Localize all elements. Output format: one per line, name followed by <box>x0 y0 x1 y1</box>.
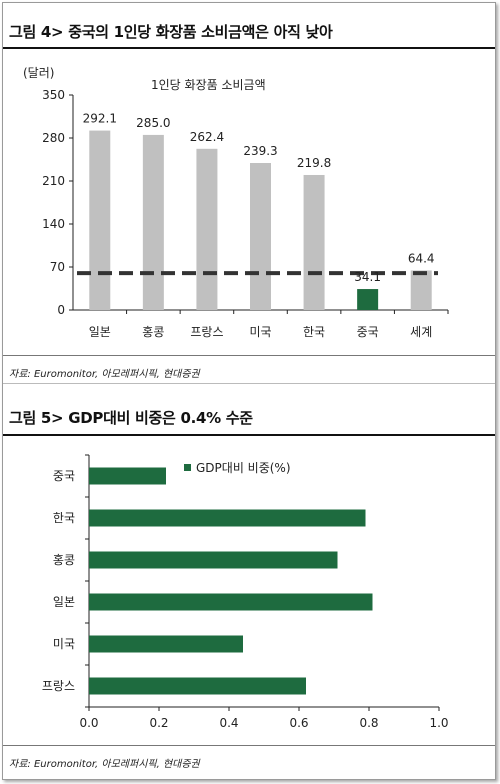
figure4-title-rule <box>3 47 495 49</box>
figure4-category-label: 미국 <box>249 325 271 339</box>
figure5-x-tick-label: 0.4 <box>219 716 238 730</box>
figure5-category-label: 홍콩 <box>53 553 75 567</box>
figure4-y-tick-label: 350 <box>42 88 65 102</box>
figure4-bar-5 <box>303 174 325 310</box>
figure4-value-label: 285.0 <box>136 116 170 130</box>
figure5-title-rule <box>3 434 495 436</box>
figure4-y-tick-label: 0 <box>57 303 65 317</box>
figure4-value-label: 292.1 <box>83 112 117 126</box>
figure5-legend-swatch <box>184 464 191 471</box>
figure4-y-tick-label: 280 <box>42 131 65 145</box>
figure4-source: 자료: Euromonitor, 아모레퍼시픽, 현대증권 <box>9 369 200 380</box>
figure4-bar-1 <box>89 130 111 310</box>
figure4-value-label: 262.4 <box>190 130 224 144</box>
figure4-y-axis-label: (달러) <box>23 66 54 80</box>
figure5-x-tick-label: 0.8 <box>359 716 378 730</box>
figure4-bar-4 <box>250 163 271 310</box>
figure5-x-tick-label: 0.0 <box>79 716 98 730</box>
figure4-chart-title: 1인당 화장품 소비금액 <box>151 78 266 92</box>
figure5-category-label: 중국 <box>53 469 75 483</box>
figure5-category-label: 일본 <box>53 595 75 609</box>
figure5-bar-4 <box>89 593 373 611</box>
figure4-category-label: 홍콩 <box>142 325 164 339</box>
figure5-bar-6 <box>89 677 306 695</box>
figure4-category-label: 중국 <box>357 325 379 339</box>
figure4-value-label: 34.1 <box>354 270 381 284</box>
figure5-bar-2 <box>89 509 366 527</box>
figure4-bar-6 <box>357 289 379 310</box>
figure4-y-tick-label: 210 <box>42 174 65 188</box>
figure5-legend-label: GDP대비 비중(%) <box>196 461 291 475</box>
figure5-source: 자료: Euromonitor, 아모레퍼시픽, 현대증권 <box>9 759 200 770</box>
figure5-bar-1 <box>89 467 166 485</box>
figure5-title: 그림 5> GDP대비 비중은 0.4% 수준 <box>9 409 253 427</box>
figure5-x-tick-label: 0.2 <box>149 716 168 730</box>
figure5-category-label: 미국 <box>53 637 75 651</box>
figure5-source-rule <box>3 745 495 746</box>
figure4-bar-2 <box>142 134 164 310</box>
figure4-value-label: 239.3 <box>243 144 277 158</box>
figure4-bar-7 <box>410 270 432 310</box>
figure5-category-label: 프랑스 <box>42 679 75 693</box>
figure5-x-tick-label: 1.0 <box>429 716 448 730</box>
figure5-bar-3 <box>89 551 338 569</box>
figure4-source-rule <box>3 355 495 356</box>
figure4-title: 그림 4> 중국의 1인당 화장품 소비금액은 아직 낮아 <box>9 23 333 41</box>
figure4-value-label: 219.8 <box>297 156 331 170</box>
figure4-category-label: 일본 <box>89 325 111 339</box>
figure-divider <box>3 383 495 384</box>
figure5-category-label: 한국 <box>53 511 75 525</box>
figure4-bar-3 <box>196 148 218 310</box>
figure4-category-label: 프랑스 <box>190 325 223 339</box>
figure4-y-tick-label: 70 <box>50 260 65 274</box>
figure5-x-tick-label: 0.6 <box>289 716 308 730</box>
figure4-category-label: 한국 <box>303 325 325 339</box>
figure4-y-tick-label: 140 <box>42 217 65 231</box>
figure4-category-label: 세계 <box>410 325 432 339</box>
figure4-value-label: 64.4 <box>408 251 435 265</box>
figure4-bar-chart: (달러) 1인당 화장품 소비금액 0 70 140 210 280 350 292.1 일본 28… <box>23 66 449 339</box>
figure5-bar-5 <box>89 635 243 653</box>
